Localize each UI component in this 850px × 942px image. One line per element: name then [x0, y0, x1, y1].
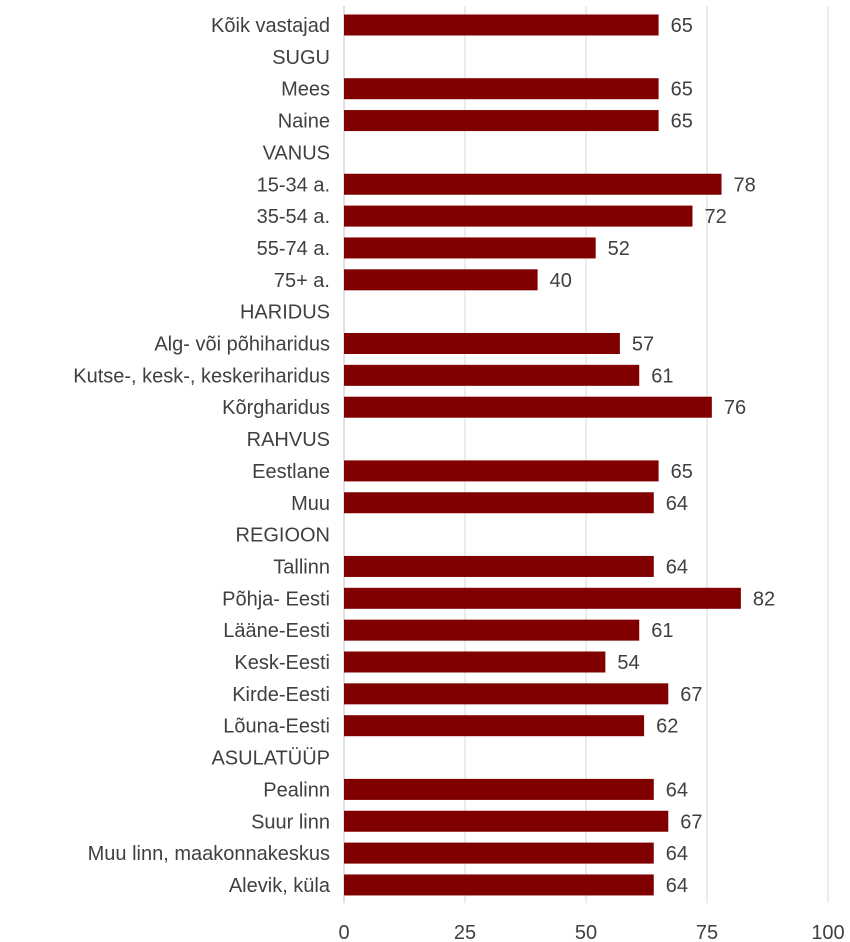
x-tick-label: 0	[338, 922, 349, 942]
category-label: HARIDUS	[240, 302, 330, 324]
bar	[344, 587, 741, 609]
category-label: 75+ a.	[274, 270, 330, 292]
category-label: Kõik vastajad	[211, 15, 330, 37]
data-label: 65	[671, 15, 693, 37]
category-label: Lõuna-Eesti	[223, 716, 330, 738]
data-label: 78	[734, 174, 756, 196]
category-label: SUGU	[272, 47, 330, 69]
data-label: 64	[666, 875, 688, 897]
category-label: Eestlane	[252, 461, 330, 483]
data-label: 61	[651, 620, 673, 642]
data-label: 40	[550, 270, 572, 292]
category-label: Tallinn	[273, 556, 330, 578]
data-label: 72	[704, 206, 726, 228]
data-label: 76	[724, 397, 746, 419]
data-label: 57	[632, 334, 654, 356]
category-label: REGIOON	[236, 525, 330, 547]
category-label: RAHVUS	[247, 429, 330, 451]
value-labels: 6565657872524057617665646482615467626467…	[550, 15, 776, 897]
category-label: Pealinn	[263, 779, 330, 801]
bar	[344, 651, 606, 673]
category-label: 55-74 a.	[257, 238, 330, 260]
bar	[344, 396, 712, 418]
category-label: Lääne-Eesti	[223, 620, 330, 642]
bar	[344, 237, 596, 259]
data-label: 82	[753, 588, 775, 610]
bar	[344, 333, 620, 354]
bar	[344, 492, 654, 514]
bar	[344, 842, 654, 864]
x-tick-label: 100	[811, 922, 844, 942]
data-label: 61	[651, 365, 673, 387]
data-label: 67	[680, 811, 702, 833]
data-label: 52	[608, 238, 630, 260]
data-label: 64	[666, 493, 688, 515]
category-label: Muu linn, maakonnakeskus	[88, 843, 330, 865]
bar	[344, 110, 659, 132]
bar	[344, 778, 654, 800]
bar	[344, 205, 693, 227]
bar	[344, 715, 645, 737]
category-label: VANUS	[263, 142, 330, 164]
category-label: Naine	[278, 111, 330, 133]
category-label: Põhja- Eesti	[222, 588, 330, 610]
bar	[344, 683, 669, 705]
x-tick-label: 50	[575, 922, 597, 942]
data-label: 54	[617, 652, 639, 674]
bar	[344, 364, 640, 386]
bar	[344, 14, 659, 36]
bars	[344, 14, 741, 896]
x-tick-label: 75	[696, 922, 718, 942]
category-label: Suur linn	[251, 811, 330, 833]
data-label: 62	[656, 716, 678, 738]
data-label: 65	[671, 461, 693, 483]
bar	[344, 78, 659, 100]
category-label: Alg- või põhiharidus	[154, 334, 330, 356]
category-label: Alevik, küla	[229, 875, 331, 897]
data-label: 64	[666, 843, 688, 865]
data-label: 64	[666, 779, 688, 801]
bar	[344, 555, 654, 577]
bar	[344, 269, 538, 291]
category-label: Kõrgharidus	[222, 397, 330, 419]
bar	[344, 460, 659, 482]
bar	[344, 810, 669, 832]
data-label: 65	[671, 111, 693, 133]
bar	[344, 874, 654, 896]
gridlines	[343, 6, 829, 903]
data-label: 64	[666, 556, 688, 578]
category-labels: Kõik vastajad SUGU Mees Naine VANUS 15-34 a. 3…	[73, 15, 331, 897]
data-label: 67	[680, 684, 702, 706]
category-label: 35-54 a.	[257, 206, 330, 228]
category-label: Mees	[281, 79, 330, 101]
category-label: Kesk-Eesti	[234, 652, 330, 674]
category-label: Kirde-Eesti	[232, 684, 330, 706]
category-label: Muu	[291, 493, 330, 515]
x-axis-tick-labels: 0 25 50 75 100	[338, 922, 844, 942]
bar	[344, 173, 722, 195]
category-label: Kutse-, kesk-, keskeriharidus	[73, 365, 330, 387]
data-label: 65	[671, 79, 693, 101]
bar	[344, 619, 640, 641]
x-tick-label: 25	[454, 922, 476, 942]
category-label: ASULATÜÜP	[211, 748, 330, 770]
category-label: 15-34 a.	[257, 174, 330, 196]
